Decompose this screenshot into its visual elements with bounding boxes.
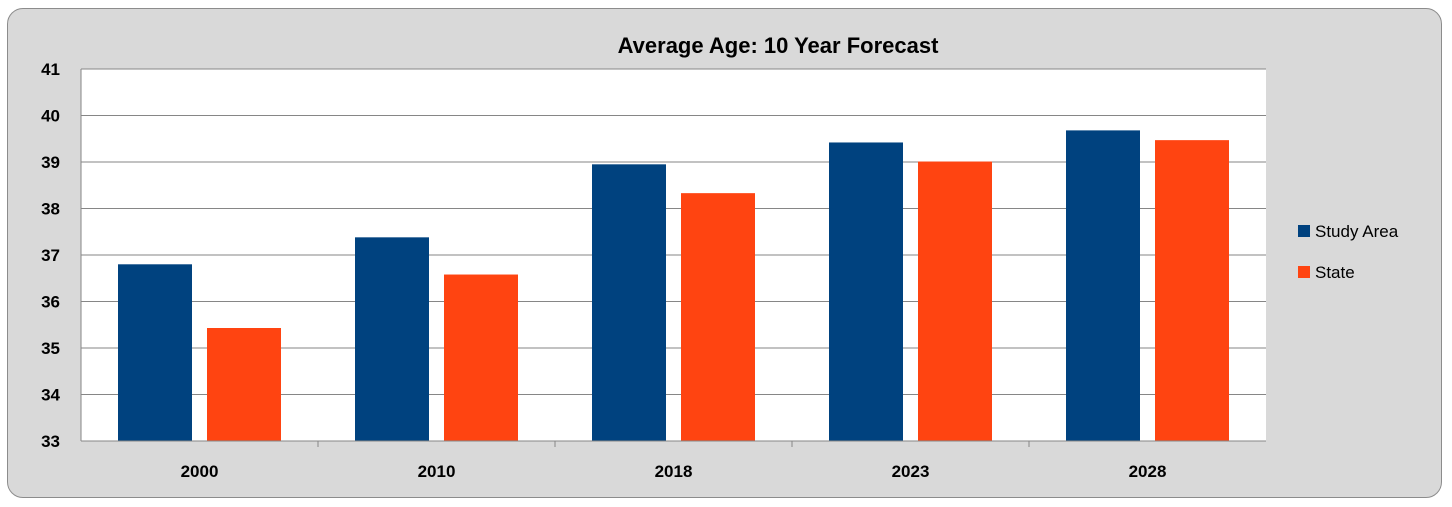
bar-state-2023 <box>918 161 992 441</box>
bar-study-area-2023 <box>829 142 903 441</box>
bar-state-2028 <box>1155 140 1229 441</box>
y-tick-label: 37 <box>41 246 60 265</box>
chart-title: Average Age: 10 Year Forecast <box>618 33 939 58</box>
bar-state-2010 <box>444 274 518 441</box>
legend-label: State <box>1315 263 1355 282</box>
bar-study-area-2010 <box>355 237 429 441</box>
bar-study-area-2000 <box>118 264 192 441</box>
legend-label: Study Area <box>1315 222 1399 241</box>
legend-swatch <box>1298 225 1310 237</box>
legend: Study Area State <box>1298 222 1399 282</box>
x-tick-label: 2023 <box>892 462 930 481</box>
bar-state-2000 <box>207 328 281 441</box>
y-tick-label: 38 <box>41 200 60 219</box>
y-tick-label: 35 <box>41 339 60 358</box>
x-tick-label: 2000 <box>181 462 219 481</box>
y-tick-label: 41 <box>41 60 60 79</box>
y-tick-label: 40 <box>41 107 60 126</box>
x-tick-label: 2010 <box>418 462 456 481</box>
bar-study-area-2018 <box>592 164 666 441</box>
y-tick-label: 33 <box>41 432 60 451</box>
x-tick-label: 2018 <box>655 462 693 481</box>
x-axis-ticks: 2000 2010 2018 2023 2028 <box>181 441 1167 481</box>
bars <box>118 130 1229 441</box>
y-tick-label: 34 <box>41 386 60 405</box>
bar-study-area-2028 <box>1066 130 1140 441</box>
legend-swatch <box>1298 266 1310 278</box>
y-tick-label: 39 <box>41 153 60 172</box>
y-axis-ticks: 33 34 35 36 37 38 39 40 41 <box>41 60 60 451</box>
y-tick-label: 36 <box>41 293 60 312</box>
bar-state-2018 <box>681 193 755 441</box>
x-tick-label: 2028 <box>1129 462 1167 481</box>
